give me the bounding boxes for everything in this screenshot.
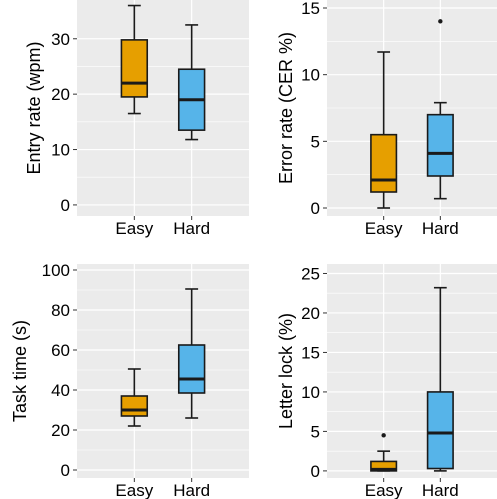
x-tick-label-hard: Hard xyxy=(173,219,210,238)
outlier-point xyxy=(438,19,443,24)
y-tick-label: 20 xyxy=(51,85,70,104)
y-tick-label: 0 xyxy=(61,196,70,215)
y-tick-label: 5 xyxy=(311,132,320,151)
y-axis-label: Task time (s) xyxy=(10,320,30,422)
y-tick-label: 10 xyxy=(51,141,70,160)
panel-background xyxy=(327,264,497,478)
y-tick-label: 40 xyxy=(51,381,70,400)
x-tick-label-easy: Easy xyxy=(365,481,403,499)
panel-1: 0 10 20 30 Easy Hard Entry rate (wpm) xyxy=(24,0,249,238)
y-tick-label: 10 xyxy=(301,383,320,402)
x-tick-label-easy: Easy xyxy=(115,481,153,499)
iqr-box xyxy=(177,344,206,394)
box-hard xyxy=(426,286,454,472)
panel-background xyxy=(77,0,249,216)
y-axis-label: Error rate (CER %) xyxy=(276,32,296,184)
box-hard xyxy=(426,19,454,200)
y-tick-label: 30 xyxy=(51,30,70,49)
iqr-box xyxy=(120,39,149,98)
x-tick-label-easy: Easy xyxy=(365,219,403,238)
x-tick-label-hard: Hard xyxy=(422,219,459,238)
panel-4: 0 5 10 15 20 25 Easy Hard Letter lock (%) xyxy=(276,264,497,499)
box-easy xyxy=(370,51,398,209)
iqr-box xyxy=(370,133,398,193)
y-tick-label: 10 xyxy=(301,66,320,85)
box-easy xyxy=(120,368,149,427)
panel-2: 0 5 10 15 Easy Hard Error rate (CER %) xyxy=(276,0,497,238)
box-easy xyxy=(370,433,398,472)
box-hard xyxy=(177,288,206,419)
y-tick-label: 100 xyxy=(42,261,70,280)
y-tick-label: 15 xyxy=(301,0,320,18)
iqr-box xyxy=(120,395,149,417)
y-tick-label: 15 xyxy=(301,343,320,362)
box-easy xyxy=(120,4,149,115)
y-tick-label: 25 xyxy=(301,264,320,283)
y-tick-label: 5 xyxy=(311,422,320,441)
y-tick-label: 0 xyxy=(61,461,70,480)
x-tick-label-easy: Easy xyxy=(115,219,153,238)
y-tick-label: 80 xyxy=(51,301,70,320)
y-tick-label: 20 xyxy=(51,421,70,440)
y-axis-label: Letter lock (%) xyxy=(276,313,296,429)
x-tick-label-hard: Hard xyxy=(173,481,210,499)
x-tick-label-hard: Hard xyxy=(422,481,459,499)
y-tick-label: 20 xyxy=(301,304,320,323)
panel-3: 0 20 40 60 80 100 Easy Hard Task time (s) xyxy=(10,261,249,499)
y-tick-label: 60 xyxy=(51,341,70,360)
iqr-box xyxy=(370,460,398,472)
y-axis-label: Entry rate (wpm) xyxy=(24,41,44,174)
y-tick-label: 0 xyxy=(311,462,320,481)
box-hard xyxy=(177,24,206,141)
outlier-point xyxy=(381,433,386,438)
iqr-box xyxy=(426,113,454,177)
y-tick-label: 0 xyxy=(311,199,320,218)
panel-background xyxy=(77,264,249,478)
iqr-box xyxy=(426,391,454,470)
